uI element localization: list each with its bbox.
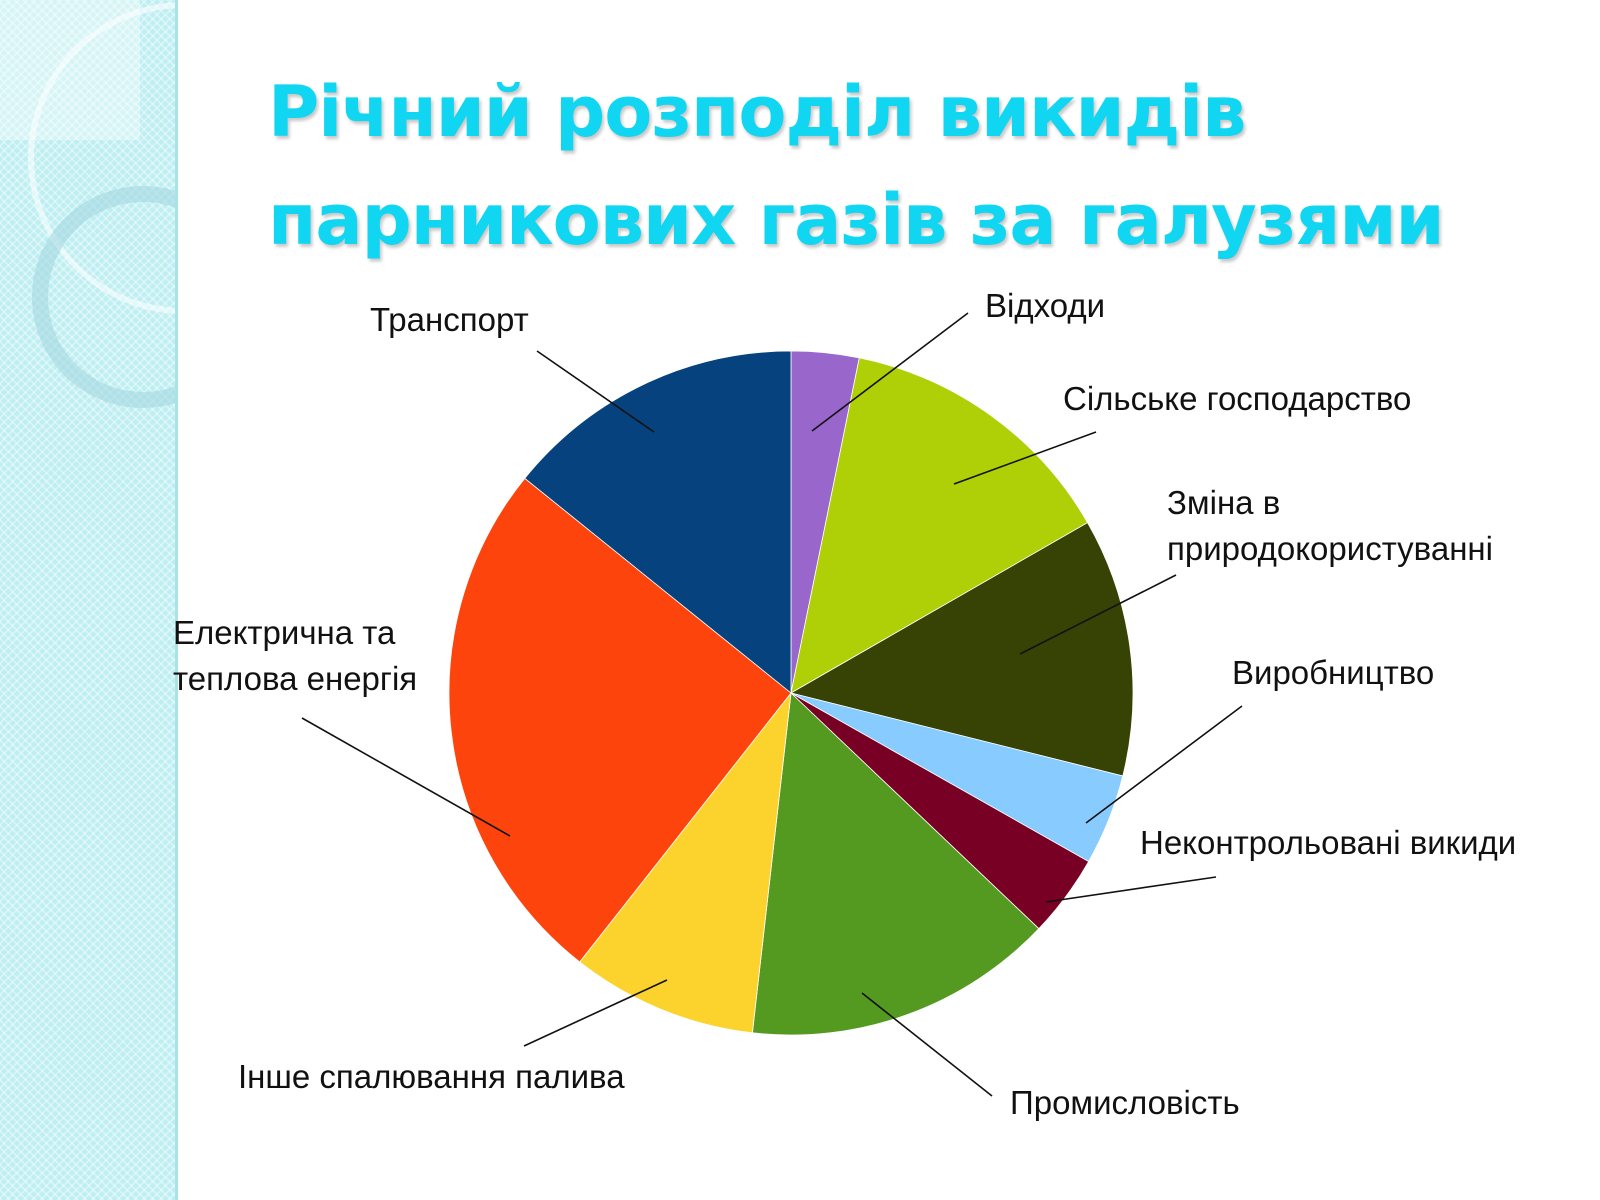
label-7-line-1: Інше спалювання палива bbox=[238, 1058, 625, 1095]
label-4: Виробництво bbox=[1232, 650, 1434, 696]
pie-slices bbox=[448, 350, 1134, 1036]
label-6-line-1: Промисловість bbox=[1010, 1084, 1240, 1121]
label-6: Промисловість bbox=[1010, 1080, 1240, 1126]
label-5-line-1: Неконтрольовані викиди bbox=[1140, 824, 1517, 861]
sidebar-edge bbox=[175, 0, 178, 1200]
leader-line-9 bbox=[536, 350, 655, 433]
label-9: Транспорт bbox=[370, 297, 529, 343]
slice-2 bbox=[790, 357, 1089, 694]
label-8-line-2: теплова енергія bbox=[173, 660, 418, 697]
label-3-line-2: природокористуванні bbox=[1167, 530, 1493, 567]
leader-line-1 bbox=[811, 312, 969, 432]
slice-9 bbox=[524, 350, 792, 694]
label-2: Сільське господарство bbox=[1063, 376, 1411, 422]
leader-line-3 bbox=[1019, 574, 1177, 655]
label-1: Відходи bbox=[985, 283, 1105, 329]
decorative-sidebar bbox=[0, 0, 178, 1200]
label-9-line-1: Транспорт bbox=[370, 301, 529, 338]
label-8-line-1: Електрична та bbox=[173, 614, 396, 651]
slice-7 bbox=[579, 691, 792, 1034]
label-5: Неконтрольовані викиди bbox=[1140, 820, 1516, 866]
leader-lines bbox=[301, 312, 1243, 1097]
slice-6 bbox=[751, 692, 1040, 1036]
slice-8 bbox=[448, 477, 792, 963]
leader-line-6 bbox=[861, 992, 993, 1097]
leader-line-4 bbox=[1085, 705, 1243, 824]
leader-line-7 bbox=[523, 979, 668, 1047]
leader-line-8 bbox=[301, 717, 511, 837]
label-3-line-1: Зміна в bbox=[1167, 484, 1281, 521]
label-4-line-1: Виробництво bbox=[1232, 654, 1435, 691]
slide-title: Річний розподіл викидів парникових газів… bbox=[268, 58, 1568, 274]
label-8: Електрична та теплова енергія bbox=[173, 610, 417, 702]
label-2-line-1: Сільське господарство bbox=[1063, 380, 1412, 417]
slice-3 bbox=[789, 522, 1134, 777]
leader-line-2 bbox=[953, 431, 1097, 485]
title-line-1: Річний розподіл викидів bbox=[268, 71, 1246, 153]
label-1-line-1: Відходи bbox=[985, 287, 1106, 324]
title-line-2: парникових газів за галузями bbox=[268, 179, 1445, 261]
label-7: Інше спалювання палива bbox=[238, 1054, 625, 1100]
leader-line-5 bbox=[1045, 876, 1217, 903]
label-3: Зміна в природокористуванні bbox=[1167, 480, 1493, 572]
